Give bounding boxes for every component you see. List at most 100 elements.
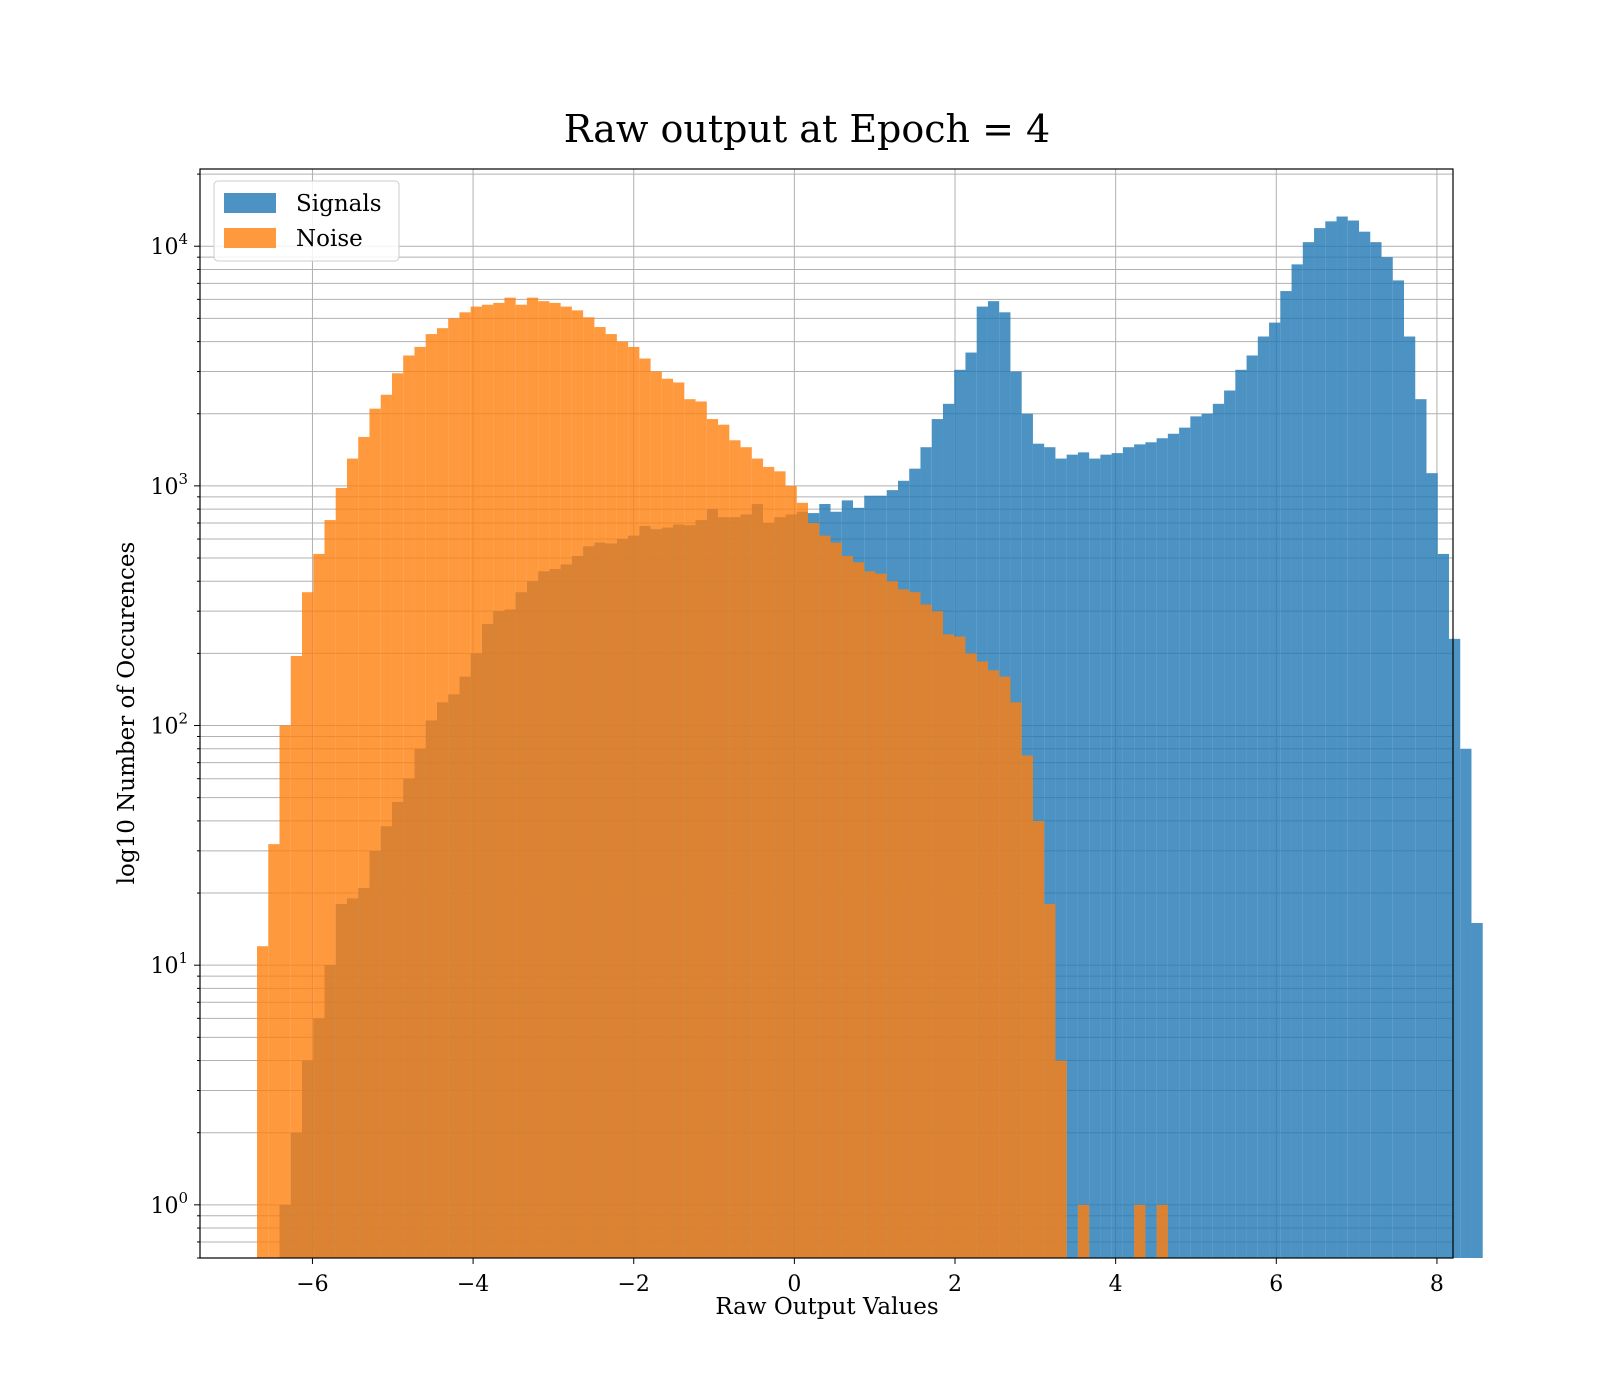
histogram-bar	[684, 399, 696, 1258]
histogram-bar	[1044, 904, 1056, 1258]
histogram-bar	[1179, 427, 1191, 1258]
histogram-bar	[504, 297, 516, 1258]
legend-label-signals: Signals	[296, 191, 382, 217]
chart-title: Raw output at Epoch = 4	[564, 107, 1050, 151]
histogram-bar	[1156, 438, 1168, 1259]
histogram-bars	[257, 216, 1483, 1259]
histogram-bar	[1122, 447, 1135, 1258]
histogram-bar	[1280, 291, 1292, 1258]
histogram-bar	[1055, 458, 1067, 1258]
histogram-bar	[1224, 390, 1236, 1258]
histogram-bar	[1021, 755, 1033, 1258]
histogram-bar	[257, 946, 269, 1258]
histogram-bar	[369, 408, 381, 1259]
histogram-bar	[1201, 413, 1213, 1258]
histogram-bar	[965, 653, 977, 1258]
histogram-bar	[909, 592, 921, 1258]
histogram-bar	[1336, 216, 1348, 1258]
histogram-bar	[1314, 228, 1326, 1259]
histogram-bar	[493, 302, 505, 1258]
plot-frame	[199, 168, 1454, 1259]
histogram-bar	[616, 341, 629, 1259]
histogram-bar	[1392, 280, 1405, 1258]
histogram-bar	[481, 304, 494, 1258]
y-axis-label: log10 Number of Occurences	[114, 542, 140, 885]
histogram-bar	[1066, 454, 1078, 1259]
histogram-bar	[1257, 336, 1270, 1258]
x-axis-label: Raw Output Values	[715, 1294, 938, 1320]
x-tick-label: 4	[1109, 1272, 1123, 1297]
histogram-bar	[1167, 433, 1180, 1258]
x-tick-label: −4	[457, 1272, 489, 1297]
histogram-bar	[560, 306, 572, 1258]
histogram-bar	[987, 670, 1000, 1258]
histogram-bar	[1325, 221, 1337, 1258]
histogram-bar	[526, 297, 539, 1258]
histogram-bar	[335, 487, 347, 1258]
histogram-bar	[1111, 453, 1123, 1258]
histogram-bar	[1235, 369, 1247, 1258]
histogram-bar	[785, 485, 797, 1258]
histogram-bar	[729, 440, 741, 1258]
histogram-bar	[1404, 336, 1416, 1258]
histogram-bar	[571, 310, 584, 1258]
histogram-bar	[470, 306, 482, 1258]
histogram-bar	[1370, 242, 1382, 1258]
histogram-bar	[302, 592, 314, 1258]
legend: Signals Noise	[213, 180, 400, 262]
histogram-bar	[324, 520, 336, 1258]
histogram-bar	[639, 358, 651, 1258]
histogram-bar	[1100, 454, 1112, 1259]
histogram-bar	[853, 562, 865, 1258]
histogram-bar	[954, 636, 966, 1258]
histogram-bar	[1032, 820, 1045, 1258]
histogram-bar	[808, 522, 820, 1258]
histogram-bar	[380, 394, 392, 1259]
histogram-bar	[268, 844, 280, 1258]
histogram-bar	[391, 373, 404, 1258]
histogram-bar	[583, 317, 595, 1258]
y-tick-label: 100	[150, 1189, 188, 1219]
histogram-bar	[1156, 1204, 1168, 1258]
histogram-bar	[1426, 473, 1438, 1258]
histogram-bar	[976, 661, 988, 1258]
histogram-bar	[706, 419, 719, 1258]
histogram-bar	[740, 447, 752, 1258]
histogram-bar	[436, 328, 449, 1259]
histogram-bar	[942, 634, 955, 1258]
histogram-bar	[886, 581, 898, 1258]
histogram-bar	[1077, 452, 1090, 1258]
histogram-bar	[1246, 355, 1258, 1259]
histogram-bar	[628, 346, 640, 1259]
histogram-bar	[1134, 1204, 1146, 1258]
histogram-bar	[1010, 702, 1022, 1258]
y-tick-label: 103	[150, 470, 188, 500]
histogram-bar	[931, 611, 943, 1258]
y-tick-label: 101	[150, 949, 188, 979]
histogram-bar	[290, 656, 303, 1258]
x-tick-label: −2	[618, 1272, 650, 1297]
histogram-bar	[448, 318, 460, 1258]
histogram-bar	[515, 304, 527, 1258]
histogram-bar	[403, 355, 415, 1259]
histogram-bar	[1089, 458, 1101, 1258]
histogram-bar	[841, 555, 854, 1258]
histogram-bar	[1291, 264, 1303, 1258]
histogram-bar	[1448, 638, 1461, 1258]
histogram-bar	[1415, 399, 1427, 1258]
x-tick-label: 0	[787, 1272, 801, 1297]
histogram-bar	[346, 458, 359, 1258]
histogram-bar	[774, 471, 786, 1258]
histogram-bar	[875, 573, 887, 1258]
histogram-bar	[1190, 416, 1202, 1258]
histogram-bar	[763, 466, 775, 1258]
histogram-bar	[1359, 231, 1371, 1258]
x-axis: −6 −4 −2 0 2 4 6 8	[296, 1258, 1444, 1297]
histogram-bar	[819, 535, 831, 1258]
x-tick-label: −6	[296, 1272, 328, 1297]
histogram-bar	[414, 346, 426, 1259]
histogram-bar	[1437, 553, 1449, 1258]
histogram-bar	[1134, 444, 1146, 1258]
histogram-bar	[864, 571, 876, 1258]
